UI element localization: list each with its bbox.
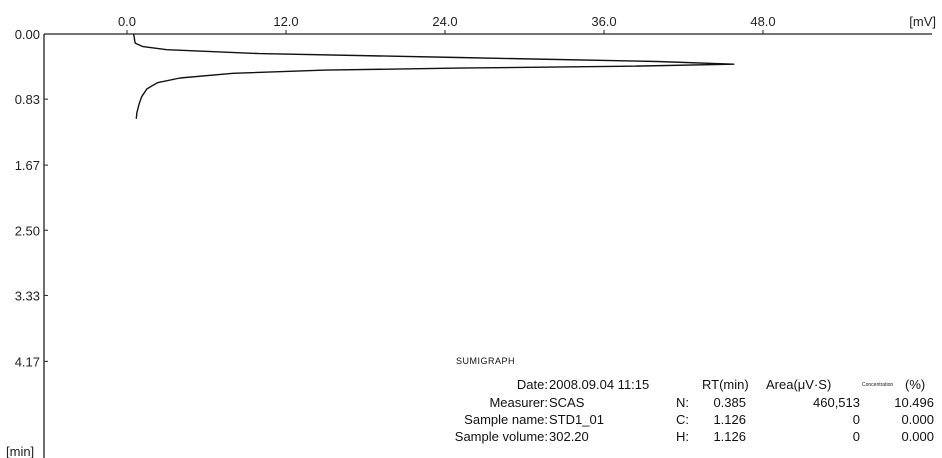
result-rt: 1.126 bbox=[713, 412, 746, 427]
result-area: 0 bbox=[852, 412, 860, 427]
x-tick-label: 0.0 bbox=[118, 14, 136, 29]
result-el: H: bbox=[676, 429, 689, 444]
y-tick-label: 1.67 bbox=[15, 158, 40, 173]
sample-name-value: STD1_01 bbox=[549, 412, 604, 427]
date-value: 2008.09.04 11:15 bbox=[549, 377, 650, 392]
concentration-header: Concentration bbox=[862, 382, 894, 388]
rt-header: RT(min) bbox=[702, 377, 749, 392]
x-axis-unit: [mV] bbox=[909, 14, 936, 29]
measurer-label: Measurer: bbox=[489, 395, 548, 410]
axes bbox=[43, 33, 932, 458]
result-rt: 0.385 bbox=[713, 395, 746, 410]
series-line bbox=[132, 33, 735, 119]
y-axis-unit: [min] bbox=[6, 444, 34, 458]
y-tick-label: 4.17 bbox=[15, 354, 40, 369]
y-ticks: 0.00 0.83 1.67 2.50 3.33 4.17 bbox=[15, 27, 48, 369]
y-tick-label: 0.83 bbox=[15, 92, 40, 107]
result-rt: 1.126 bbox=[713, 429, 746, 444]
measurer-value: SCAS bbox=[549, 395, 585, 410]
sample-volume-label: Sample volume: bbox=[454, 429, 548, 444]
result-pct: 0.000 bbox=[901, 429, 934, 444]
y-tick-label: 2.50 bbox=[15, 223, 40, 238]
result-el: C: bbox=[676, 412, 689, 427]
result-el: N: bbox=[676, 395, 689, 410]
result-area: 460,513 bbox=[813, 395, 860, 410]
percent-header: (%) bbox=[905, 377, 926, 392]
y-tick-label: 0.00 bbox=[15, 27, 40, 42]
brand-label: SUMIGRAPH bbox=[456, 356, 516, 366]
x-ticks: 0.0 12.0 24.0 36.0 48.0 bbox=[118, 14, 776, 34]
result-pct: 0.000 bbox=[901, 412, 934, 427]
x-tick-label: 12.0 bbox=[273, 14, 298, 29]
x-tick-label: 48.0 bbox=[750, 14, 775, 29]
y-tick-label: 3.33 bbox=[15, 288, 40, 303]
result-area: 0 bbox=[852, 429, 860, 444]
x-tick-label: 24.0 bbox=[432, 14, 457, 29]
sample-name-label: Sample name: bbox=[464, 412, 548, 427]
x-tick-label: 36.0 bbox=[591, 14, 616, 29]
date-label: Date: bbox=[516, 377, 548, 392]
sample-volume-value: 302.20 bbox=[549, 429, 589, 444]
result-pct: 10.496 bbox=[894, 395, 934, 410]
area-header: Area(μV·S) bbox=[766, 377, 832, 392]
series-group bbox=[132, 33, 735, 119]
